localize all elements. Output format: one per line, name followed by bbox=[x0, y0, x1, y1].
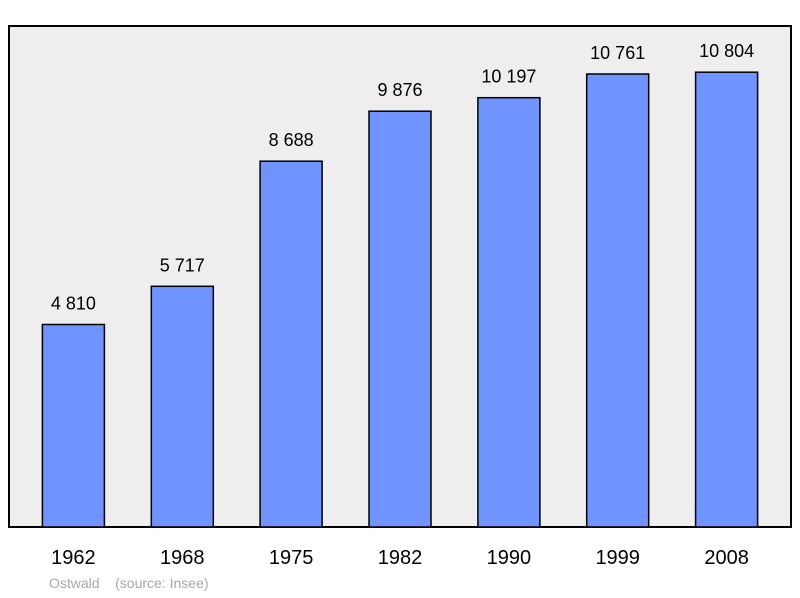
x-tick-label-1999: 1999 bbox=[595, 547, 640, 569]
x-tick-label-1982: 1982 bbox=[378, 547, 423, 569]
caption-place: Ostwald bbox=[49, 575, 100, 591]
value-label-1990: 10 197 bbox=[481, 67, 536, 87]
x-tick-label-1968: 1968 bbox=[160, 547, 205, 569]
value-label-1968: 5 717 bbox=[160, 255, 205, 275]
bars-group bbox=[41, 71, 759, 528]
value-label-1962: 4 810 bbox=[51, 294, 96, 314]
value-label-1982: 9 876 bbox=[377, 80, 422, 100]
bar-2008 bbox=[694, 71, 759, 528]
value-label-1999: 10 761 bbox=[590, 43, 645, 63]
x-tick-labels-group: 1962 1968 1975 1982 1990 1999 2008 bbox=[51, 547, 749, 569]
value-label-1975: 8 688 bbox=[269, 130, 314, 150]
x-tick-label-1975: 1975 bbox=[269, 547, 314, 569]
value-labels-group: 4 810 5 717 8 688 9 876 10 197 10 761 10 804 bbox=[51, 41, 754, 313]
bar-1962 bbox=[41, 323, 106, 528]
x-tick-label-2008: 2008 bbox=[704, 547, 749, 569]
x-tick-label-1962: 1962 bbox=[51, 547, 96, 569]
bar-1975 bbox=[259, 160, 323, 528]
chart-caption: Ostwald (source: Insee) bbox=[49, 575, 209, 591]
x-tick-label-1990: 1990 bbox=[487, 547, 532, 569]
bar-1982 bbox=[368, 110, 432, 528]
bar-1999 bbox=[585, 73, 650, 528]
value-label-2008: 10 804 bbox=[699, 41, 754, 61]
caption-source: (source: Insee) bbox=[115, 575, 209, 591]
bar-1968 bbox=[150, 285, 215, 528]
bar-1990 bbox=[477, 96, 541, 528]
